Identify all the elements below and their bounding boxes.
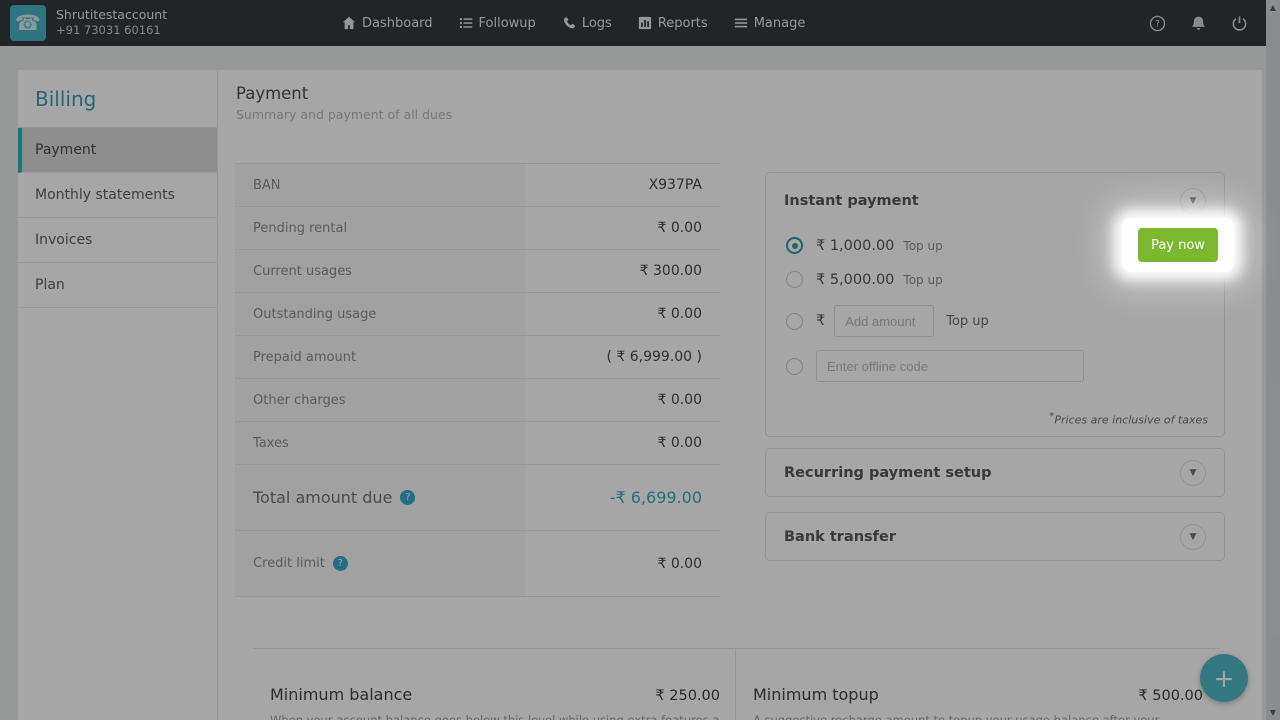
recurring-payment-accordion[interactable]: Recurring payment setup ▼: [765, 448, 1225, 497]
page-subtitle: Summary and payment of all dues: [236, 107, 453, 122]
bank-transfer-accordion[interactable]: Bank transfer ▼: [765, 512, 1225, 561]
content-sheet: Billing Payment Monthly statements Invoi…: [18, 70, 1262, 720]
chevron-down-icon[interactable]: ▼: [1180, 188, 1206, 214]
app-logo-phone-icon[interactable]: ☎: [10, 5, 46, 41]
main-nav: Dashboard Followup Logs Reports Manage: [342, 0, 805, 46]
scroll-down-arrow-icon[interactable]: ▼: [1269, 708, 1277, 717]
table-row: BAN X937PA: [235, 163, 720, 206]
offline-code-option[interactable]: [786, 350, 1084, 382]
account-info[interactable]: Shrutitestaccount +91 73031 60161: [56, 7, 167, 38]
topbar-right-icons: ?: [1149, 0, 1248, 46]
help-icon[interactable]: ?: [1149, 15, 1166, 32]
pay-now-button[interactable]: Pay now: [1138, 228, 1218, 262]
topup-option-5000[interactable]: ₹ 5,000.00 Top up: [786, 271, 943, 288]
main-area: Payment Summary and payment of all dues …: [218, 70, 1262, 720]
offline-code-input[interactable]: [816, 350, 1084, 382]
bar-chart-icon: [638, 16, 651, 30]
nav-reports[interactable]: Reports: [638, 16, 708, 31]
page-header: Payment Summary and payment of all dues: [218, 70, 1262, 122]
table-row: Current usages ₹ 300.00: [235, 249, 720, 292]
limits-section: Minimum balance ₹ 250.00 When your accou…: [253, 648, 1220, 720]
table-row: Outstanding usage ₹ 0.00: [235, 292, 720, 335]
limit-description: A suggestive recharge amount to topup yo…: [753, 713, 1160, 720]
phone-icon: [563, 17, 575, 29]
nav-followup[interactable]: Followup: [459, 16, 536, 31]
radio-unselected[interactable]: [786, 312, 803, 330]
account-name: Shrutitestaccount: [56, 7, 168, 22]
limit-title: Minimum topup: [753, 685, 879, 704]
add-amount-input[interactable]: [834, 305, 935, 337]
table-row: Prepaid amount ( ₹ 6,999.00 ): [235, 335, 720, 378]
total-amount-due-row: Total amount due ? -₹ 6,699.00: [235, 464, 720, 530]
nav-dashboard[interactable]: Dashboard: [342, 16, 433, 31]
card-title: Instant payment: [784, 193, 919, 209]
add-fab-button[interactable]: +: [1200, 654, 1248, 702]
plus-icon: +: [1213, 663, 1235, 693]
topbar: ☎ Shrutitestaccount +91 73031 60161 Dash…: [0, 0, 1280, 46]
topup-option-1000[interactable]: ₹ 1,000.00 Top up: [786, 237, 943, 254]
pay-now-spotlight: Pay now: [1122, 218, 1234, 272]
chevron-down-icon[interactable]: ▼: [1180, 523, 1206, 550]
sidebar-title: Billing: [18, 70, 217, 128]
instant-payment-card: Instant payment ▼ ₹ 1,000.00 Top up ₹ 5,…: [765, 172, 1225, 437]
limit-title: Minimum balance: [270, 685, 413, 704]
home-icon: [342, 16, 356, 30]
bell-icon[interactable]: [1190, 15, 1207, 32]
svg-text:?: ?: [1155, 19, 1160, 29]
radio-unselected[interactable]: [786, 271, 803, 288]
limit-value: ₹ 500.00: [1138, 688, 1203, 704]
sidebar-item-plan[interactable]: Plan: [18, 263, 217, 308]
radio-unselected[interactable]: [786, 357, 803, 375]
sidebar-item-invoices[interactable]: Invoices: [18, 218, 217, 263]
minimum-topup-block: Minimum topup ₹ 500.00 A suggestive rech…: [736, 649, 1220, 720]
taxes-note: *Prices are inclusive of taxes: [1049, 411, 1208, 427]
accordion-title: Bank transfer: [784, 528, 896, 545]
sidebar-item-payment[interactable]: Payment: [18, 128, 217, 173]
hamburger-icon: [734, 18, 747, 28]
list-icon: [459, 17, 472, 29]
accordion-title: Recurring payment setup: [784, 464, 992, 481]
help-circle-icon[interactable]: ?: [400, 490, 416, 505]
power-icon[interactable]: [1231, 15, 1248, 32]
credit-limit-row: Credit limit ? ₹ 0.00: [235, 530, 720, 596]
nav-logs[interactable]: Logs: [562, 16, 612, 31]
account-phone: +91 73031 60161: [56, 23, 161, 38]
dues-summary-table: BAN X937PA Pending rental ₹ 0.00 Current…: [235, 163, 720, 597]
page-scrollbar[interactable]: ▲ ▼: [1266, 0, 1280, 720]
sidebar-item-monthly-statements[interactable]: Monthly statements: [18, 173, 217, 218]
nav-manage[interactable]: Manage: [734, 16, 805, 31]
radio-selected[interactable]: [786, 237, 803, 254]
billing-sidebar: Billing Payment Monthly statements Invoi…: [18, 70, 218, 720]
limit-description: When your account balance goes below thi…: [270, 713, 720, 720]
help-circle-icon[interactable]: ?: [332, 556, 348, 571]
page-title: Payment: [236, 84, 309, 103]
limit-value: ₹ 250.00: [655, 688, 720, 704]
table-row: Other charges ₹ 0.00: [235, 378, 720, 421]
table-row: Pending rental ₹ 0.00: [235, 206, 720, 249]
topup-option-custom[interactable]: ₹ Top up: [786, 305, 989, 337]
chevron-down-icon[interactable]: ▼: [1180, 459, 1206, 486]
table-row: Taxes ₹ 0.00: [235, 421, 720, 464]
scroll-up-arrow-icon[interactable]: ▲: [1269, 3, 1277, 12]
minimum-balance-block: Minimum balance ₹ 250.00 When your accou…: [253, 649, 736, 720]
